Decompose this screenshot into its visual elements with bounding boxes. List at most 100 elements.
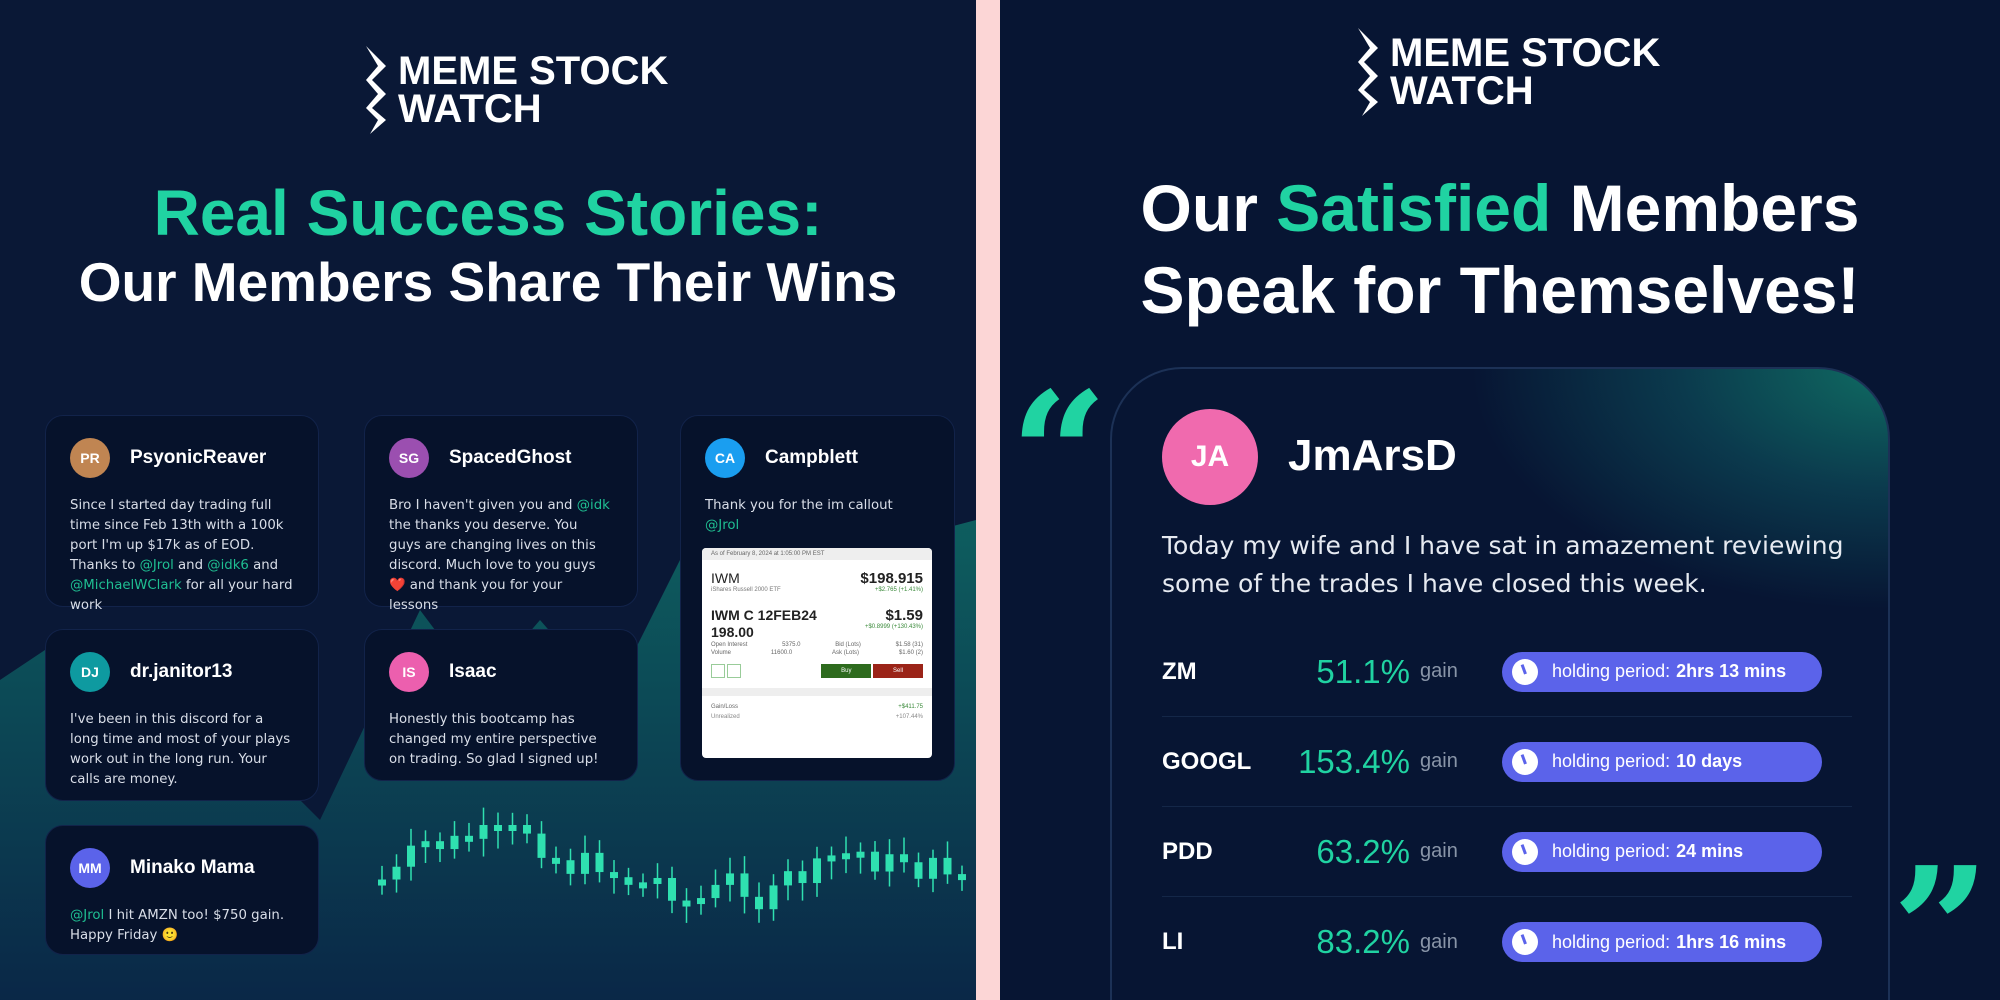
- avatar: PR: [70, 438, 110, 478]
- logo: MEME STOCK WATCH: [1356, 28, 1660, 116]
- gain-label: gain: [1420, 660, 1458, 682]
- headline-line2: Speak for Themselves!: [1140, 253, 1860, 327]
- candle-body: [929, 857, 937, 879]
- username: Campblett: [765, 447, 858, 468]
- username: Isaac: [449, 661, 497, 682]
- clock-icon: [1512, 748, 1538, 775]
- headline-line2: Our Members Share Their Wins: [78, 251, 898, 313]
- widget-price: $198.915: [860, 570, 923, 587]
- avatar: IS: [389, 652, 429, 692]
- testimonial-text: Today my wife and I have sat in amazemen…: [1162, 531, 1844, 598]
- widget-stat: Open Interest: [711, 642, 748, 648]
- mention-link[interactable]: @Jrol: [705, 518, 740, 533]
- message-text: the thanks you deserve. You guys are cha…: [389, 518, 596, 573]
- gain-label: gain: [1420, 930, 1458, 953]
- message: Bro I haven't given you and @idk the tha…: [389, 496, 613, 616]
- candle-body: [871, 851, 879, 872]
- candle-body: [494, 825, 502, 831]
- gain-label: gain: [1420, 840, 1458, 862]
- username: dr.janitor13: [130, 661, 233, 682]
- logo-mark-icon: [1358, 28, 1378, 116]
- gain-percent: 83.2%: [1316, 923, 1410, 960]
- message-text: and thank you for your lessons: [389, 578, 563, 613]
- candle-body: [769, 885, 778, 910]
- candle-body: [479, 825, 488, 839]
- star-icon[interactable]: [726, 664, 741, 678]
- widget-stat: $1.58 (31): [895, 642, 923, 648]
- mention-link[interactable]: @Jrol: [139, 558, 174, 573]
- testimonial-card: PR PsyonicReaver Since I started day tradi…: [45, 415, 319, 613]
- holding-period-badge: holding period: 10 days: [1502, 741, 1822, 782]
- candle-body: [682, 900, 691, 907]
- mention-link[interactable]: @MichaelWClark: [70, 578, 182, 593]
- trade-row: PDD 63.2% gain holding period: 24 mins: [1162, 807, 1852, 897]
- message-text: I've been in this discord for a long tim…: [70, 712, 291, 787]
- widget-option: IWM C 12FEB24: [711, 607, 817, 623]
- candle-body: [668, 877, 676, 901]
- candle-body: [610, 872, 618, 879]
- candle-body: [958, 874, 966, 881]
- clock-icon: [1512, 929, 1538, 955]
- trade-row: ZM 51.1% gain holding period: 2hrs 13 mins: [1162, 627, 1852, 717]
- holding-value: 24 mins: [1676, 841, 1744, 861]
- ticker: GOOGL: [1162, 747, 1252, 775]
- message: Honestly this bootcamp has changed my en…: [389, 710, 613, 770]
- logo-line1: MEME STOCK: [398, 49, 669, 93]
- headline-highlight: Satisfied: [1276, 171, 1552, 245]
- candle-body: [697, 898, 705, 905]
- message-text: 🙂: [161, 928, 179, 943]
- sell-button[interactable]: Sell: [873, 664, 923, 678]
- message-text: ❤️: [389, 578, 406, 593]
- logo-mark-icon: [366, 46, 386, 134]
- logo-line2: WATCH: [1390, 69, 1534, 113]
- candle-body: [421, 841, 430, 848]
- candle-body: [856, 851, 865, 858]
- candle-body: [943, 857, 952, 875]
- holding-value: 1hrs 16 mins: [1676, 931, 1787, 952]
- message: @Jrol I hit AMZN too! $750 gain. Happy F…: [70, 906, 294, 946]
- testimonial-card: DJ dr.janitor13 I've been in this discord …: [45, 629, 319, 801]
- right-panel: MEME STOCK WATCH Our Satisfied Members Sp…: [1000, 0, 2000, 1000]
- trade-row: LI 83.2% gain holding period: 1hrs 16 mins: [1162, 897, 1852, 987]
- buy-button[interactable]: Buy: [821, 664, 872, 678]
- clock-icon: [1512, 658, 1538, 685]
- candle-body: [740, 873, 749, 897]
- mention-link[interactable]: @idk: [576, 498, 610, 513]
- candle-body: [392, 866, 401, 880]
- candle-body: [798, 871, 807, 884]
- widget-stat: Bid (Lots): [835, 642, 861, 648]
- testimonial-card: MM Minako Mama @Jrol I hit AMZN too! $750 …: [45, 825, 319, 955]
- message: Since I started day trading full time si…: [70, 496, 294, 616]
- mention-link[interactable]: @idk6: [207, 558, 249, 573]
- unrealized-label: Unrealized: [711, 714, 740, 720]
- trade-screenshot: As of February 8, 2024 at 1:05:00 PM EST…: [702, 548, 932, 758]
- message-text: I hit AMZN too! $750 gain. Happy Friday: [70, 908, 285, 943]
- widget-stat: 5375.0: [782, 642, 801, 648]
- message: Thank you for the im callout @Jrol: [705, 496, 930, 536]
- mention-link[interactable]: @Jrol: [70, 908, 105, 923]
- gain-value: +$411.75: [898, 704, 923, 710]
- holding-label: holding period:: [1552, 931, 1671, 952]
- candle-body: [465, 835, 473, 842]
- holding-period-badge: holding period: 24 mins: [1502, 831, 1822, 872]
- left-panel: MEME STOCK WATCH Real Success Stories: Ou…: [0, 0, 976, 1000]
- candle-body: [450, 835, 459, 850]
- message-text: for all your hard work: [70, 578, 293, 613]
- message-text: Since I started day trading full time si…: [70, 498, 284, 573]
- gain-label: gain: [1420, 750, 1458, 772]
- candle-body: [552, 857, 560, 864]
- chat-icon[interactable]: [711, 664, 725, 678]
- avatar: CA: [705, 438, 745, 478]
- widget-symbol: IWM: [711, 570, 740, 586]
- username: JmArsD: [1288, 431, 1457, 480]
- candle-body: [508, 825, 517, 831]
- logo-line1: MEME STOCK: [1390, 31, 1661, 75]
- holding-label: holding period:: [1552, 661, 1671, 681]
- widget-option-change: +$0.8999 (+130.43%): [864, 624, 923, 630]
- candle-body: [827, 855, 836, 862]
- widget-change: +$2.765 (+1.41%): [874, 587, 923, 593]
- testimonial-card: SG SpacedGhost Bro I haven't given you and…: [364, 415, 638, 613]
- candle-body: [842, 853, 850, 860]
- ticker: PDD: [1162, 837, 1213, 865]
- candle-body: [639, 882, 647, 889]
